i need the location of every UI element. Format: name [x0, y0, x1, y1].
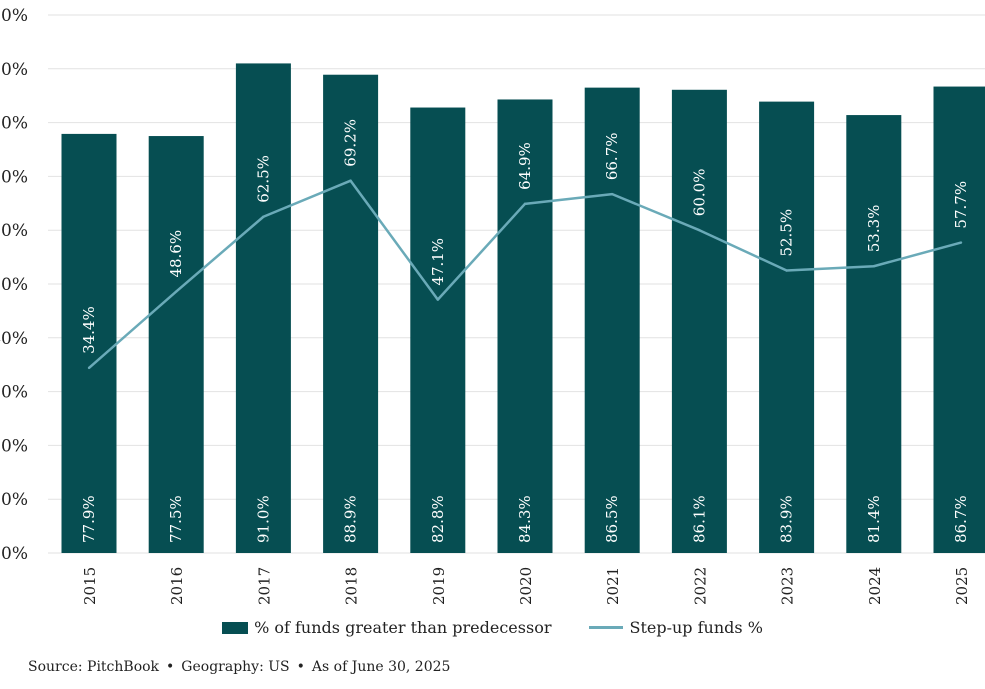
- source-note: Source: PitchBook • Geography: US • As of Ju…: [28, 659, 450, 675]
- bar-value-label: 86.7%: [952, 495, 970, 543]
- x-tick-label: 2019: [430, 567, 448, 605]
- x-tick-label: 2016: [168, 567, 186, 605]
- x-axis: 2015 2016 2017 2018 2019 2020 2021 2022 2023 2024…: [81, 567, 971, 605]
- bar: [933, 86, 985, 553]
- y-tick-label: 60%: [0, 221, 28, 241]
- x-tick-label: 2025: [953, 567, 971, 605]
- bar-value-label: 88.9%: [342, 495, 360, 543]
- x-tick-label: 2020: [517, 567, 535, 605]
- y-tick-label: 70%: [0, 167, 28, 187]
- legend-bar-label: % of funds greater than predecessor: [254, 618, 552, 637]
- line-value-label: 52.5%: [778, 209, 796, 257]
- y-tick-label: 40%: [0, 329, 28, 349]
- legend: % of funds greater than predecessor Step…: [0, 618, 985, 637]
- x-tick-label: 2021: [604, 567, 622, 605]
- data-labels: 77.9% 77.5% 91.0% 88.9% 82.8% 84.3% 86.5% 86.1%…: [80, 119, 970, 543]
- x-tick-label: 2015: [81, 567, 99, 605]
- line-point: [87, 366, 91, 370]
- line-value-label: 69.2%: [342, 119, 360, 167]
- chart: 0%10%20%30%40%50%60%70%80%90%100% 77.9%7…: [0, 6, 985, 605]
- bar-value-label: 81.4%: [865, 495, 883, 543]
- x-tick-label: 2018: [343, 567, 361, 605]
- line-value-label: 57.7%: [952, 181, 970, 229]
- line-point: [611, 192, 614, 196]
- separator-1: •: [166, 659, 175, 675]
- line-value-label: 62.5%: [254, 155, 272, 203]
- line-value-label: 34.4%: [80, 306, 98, 354]
- bar: [759, 101, 815, 554]
- bar-value-label: 82.8%: [429, 495, 447, 543]
- line-point: [785, 269, 788, 272]
- source-text: Source: PitchBook: [28, 659, 160, 675]
- line-value-label: 53.3%: [865, 205, 883, 253]
- bar: [235, 63, 291, 554]
- line-value-label: 60.0%: [690, 169, 708, 217]
- y-axis: 0% 10% 20% 30% 40% 50% 60% 70% 80% 90% 100%: [0, 6, 28, 564]
- line-point: [262, 215, 265, 218]
- y-tick-label: 80%: [0, 114, 28, 134]
- legend-line-label: Step-up funds %: [629, 618, 763, 637]
- bar-value-label: 77.9%: [80, 495, 98, 543]
- step-up-line-layer: [87, 179, 963, 370]
- line-value-label: 64.9%: [516, 142, 534, 190]
- line-point: [698, 229, 701, 232]
- bar-value-label: 86.1%: [690, 495, 708, 543]
- bar: [61, 133, 117, 553]
- y-tick-label: 50%: [0, 275, 28, 295]
- x-tick-label: 2022: [691, 567, 709, 605]
- bar-value-label: 91.0%: [254, 495, 272, 543]
- y-tick-label: 30%: [0, 383, 28, 403]
- line-point: [872, 265, 875, 268]
- bar: [846, 115, 902, 554]
- y-tick-label: 90%: [0, 60, 28, 80]
- legend-item-line: Step-up funds %: [589, 618, 763, 637]
- bar-value-label: 84.3%: [516, 495, 534, 543]
- y-tick-label: 100%: [0, 6, 28, 26]
- bar-value-label: 77.5%: [167, 495, 185, 543]
- bar: [410, 107, 466, 553]
- line-point: [175, 290, 178, 293]
- date-text: As of June 30, 2025: [311, 659, 451, 675]
- line-point: [349, 179, 352, 182]
- y-tick-label: 10%: [0, 490, 28, 510]
- legend-line-swatch: [589, 626, 624, 629]
- geography-text: Geography: US: [181, 659, 290, 675]
- line-point: [959, 241, 963, 244]
- line-value-label: 47.1%: [429, 238, 447, 286]
- bar: [497, 99, 553, 553]
- bar: [584, 87, 640, 553]
- line-point: [436, 298, 439, 301]
- y-tick-label: 0%: [1, 544, 28, 564]
- legend-item-bar: % of funds greater than predecessor: [222, 618, 551, 637]
- bar-value-label: 86.5%: [603, 495, 621, 543]
- separator-2: •: [296, 659, 305, 675]
- line-point: [523, 202, 527, 206]
- x-tick-label: 2017: [255, 567, 273, 605]
- bar: [671, 89, 727, 554]
- line-value-label: 66.7%: [603, 132, 621, 180]
- bar-value-label: 83.9%: [778, 495, 796, 543]
- bar: [323, 74, 379, 553]
- x-tick-label: 2024: [866, 567, 884, 605]
- y-tick-label: 20%: [0, 436, 28, 456]
- bars: [61, 63, 985, 554]
- line-value-label: 48.6%: [167, 230, 185, 278]
- bar: [148, 136, 204, 554]
- legend-bar-swatch: [222, 621, 249, 634]
- x-tick-label: 2023: [779, 567, 797, 605]
